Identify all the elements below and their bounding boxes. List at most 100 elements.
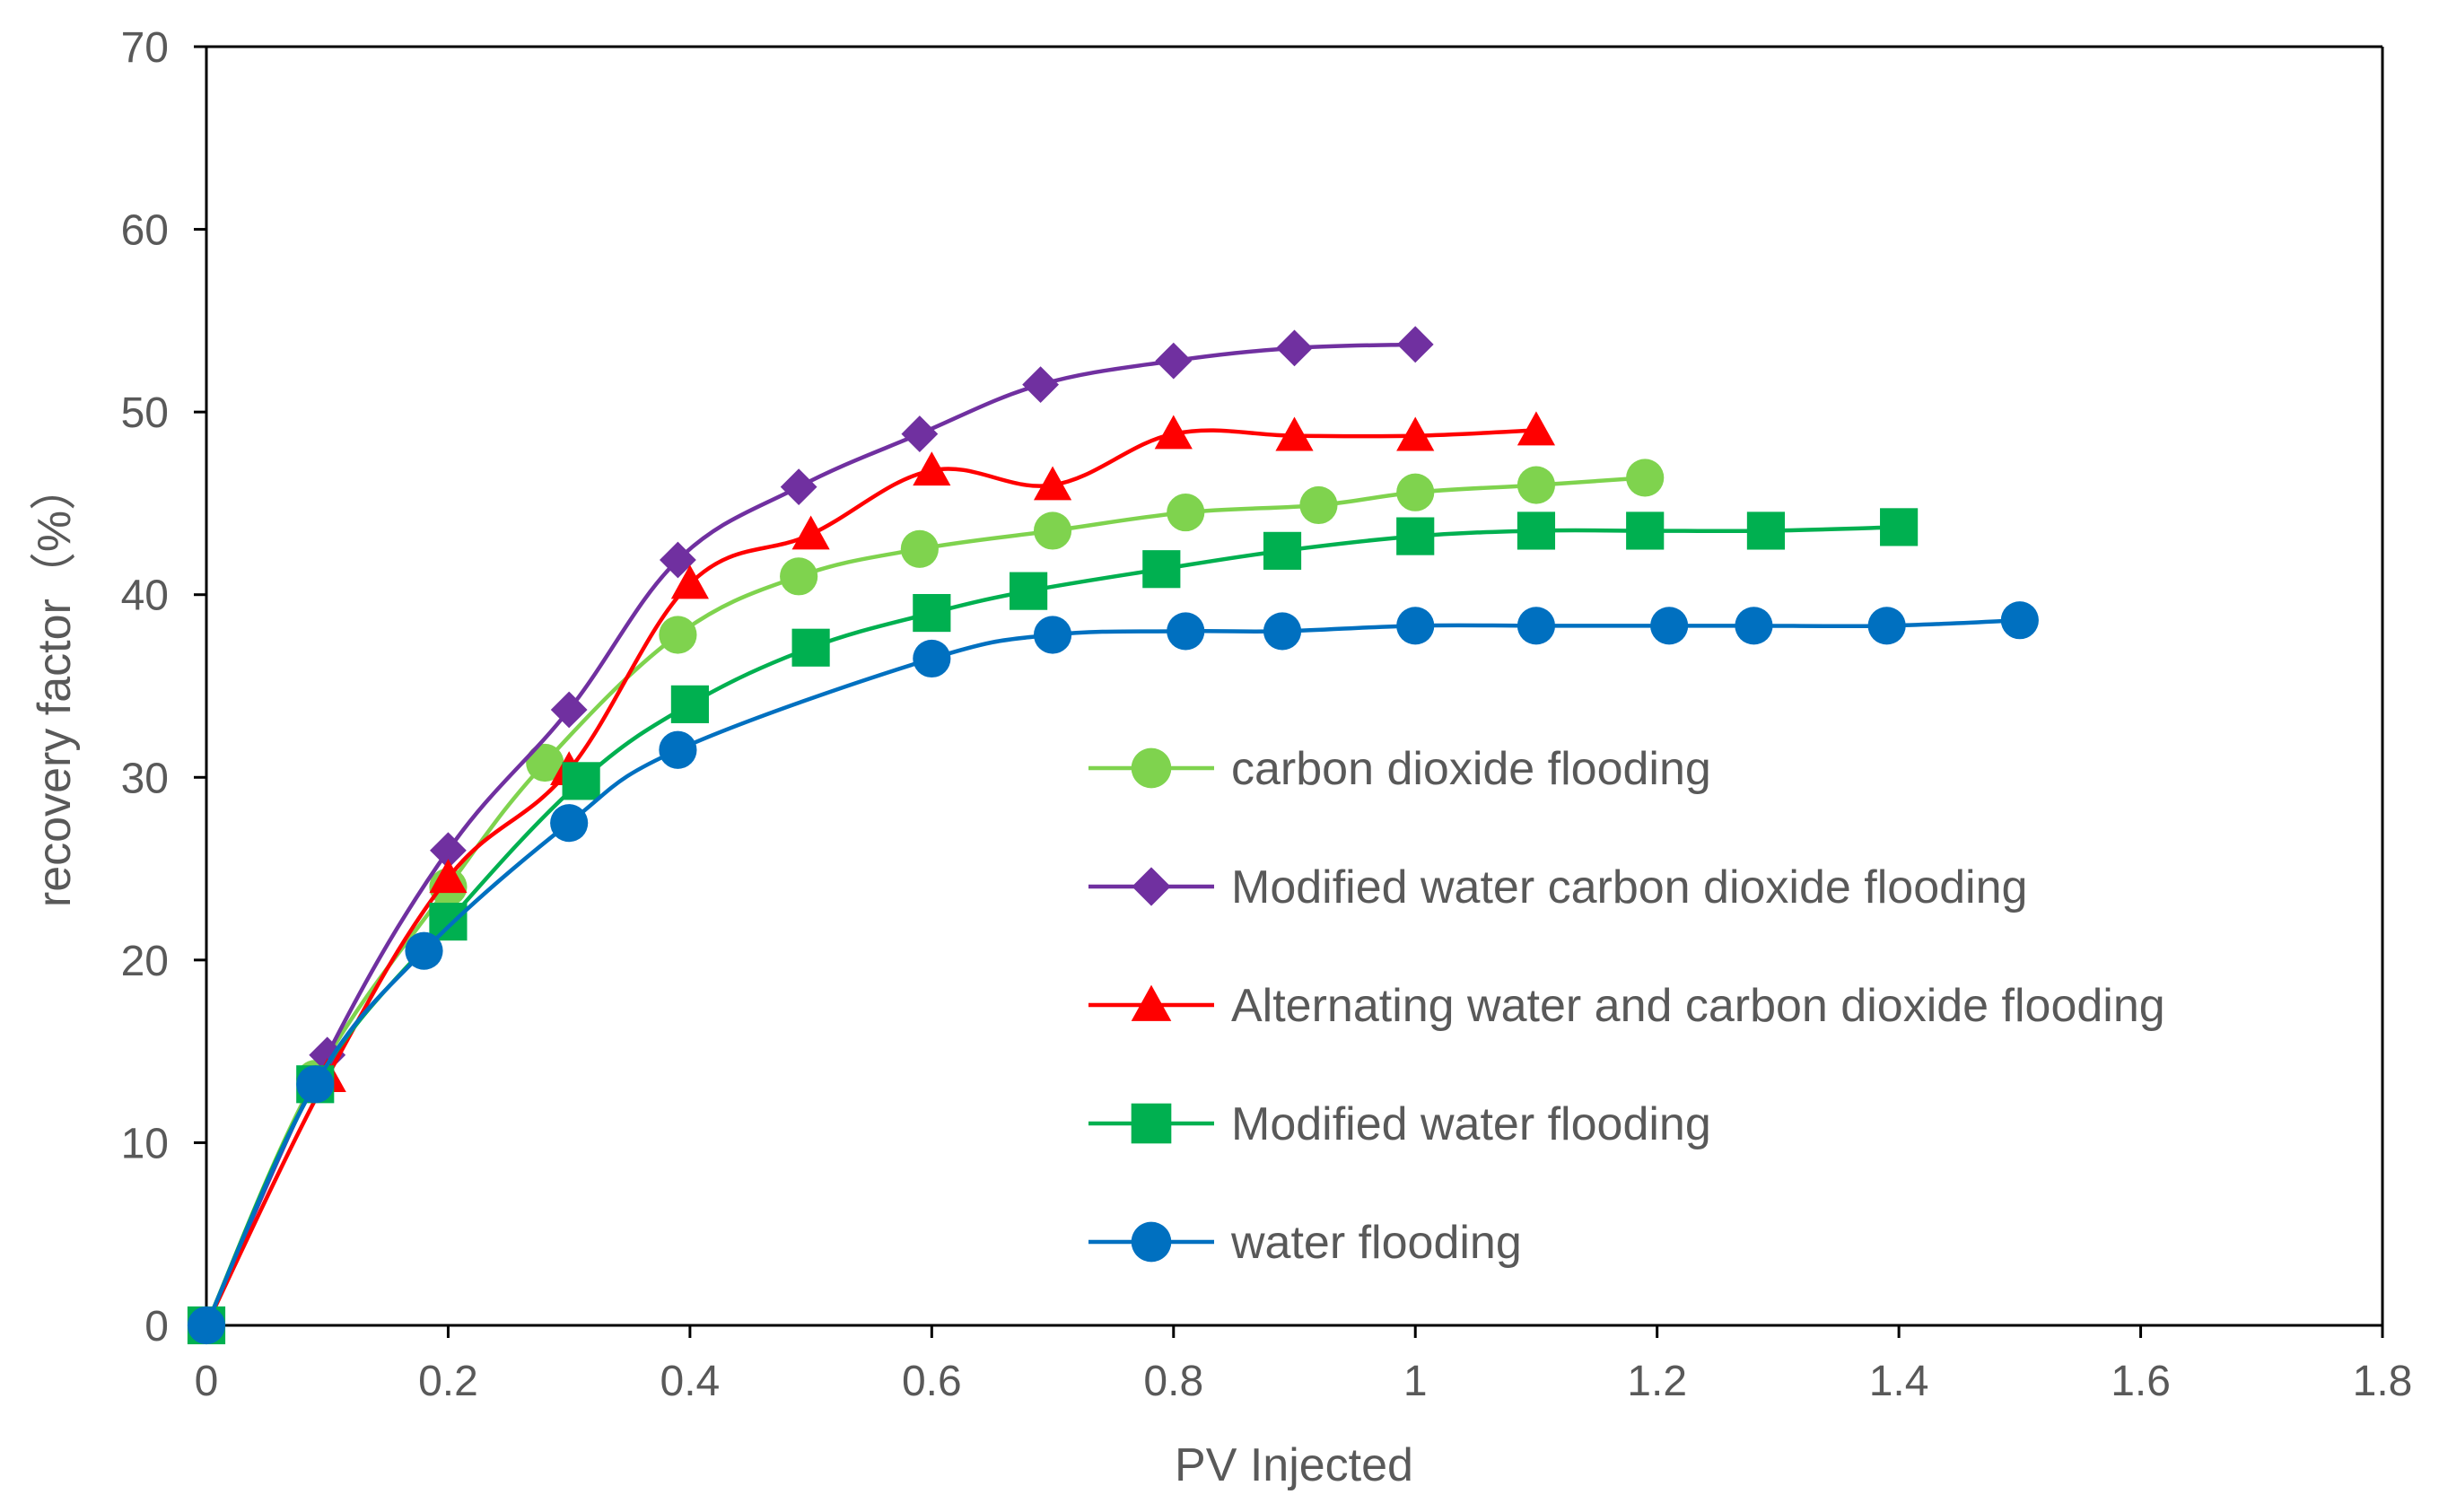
y-tick-label: 60 — [121, 207, 169, 255]
data-point — [1396, 326, 1434, 363]
data-point — [780, 557, 818, 596]
data-point — [791, 515, 830, 550]
x-tick-label: 0.8 — [1143, 1358, 1203, 1405]
data-point — [659, 616, 697, 654]
data-point — [670, 685, 709, 723]
legend-label: Modified water carbon dioxide flooding — [1231, 861, 2027, 913]
data-point — [1167, 612, 1205, 651]
x-tick-label: 1.6 — [2111, 1358, 2171, 1405]
data-point — [2000, 601, 2039, 640]
data-point — [1396, 607, 1435, 645]
data-point — [659, 730, 697, 769]
data-point — [1735, 607, 1773, 645]
series-water-flooding — [187, 601, 2039, 1345]
y-tick-label: 0 — [144, 1303, 169, 1350]
data-point — [900, 529, 939, 568]
series-alternating-water-and-carbon-dioxide-flooding — [187, 411, 1556, 1341]
series-layer — [187, 326, 2039, 1345]
data-point — [913, 639, 951, 678]
y-tick-label: 10 — [121, 1120, 169, 1167]
data-point — [1650, 607, 1689, 645]
legend-label: carbon dioxide flooding — [1231, 743, 1711, 795]
data-point — [405, 931, 443, 970]
data-point — [1022, 366, 1059, 404]
y-tick-label: 20 — [121, 938, 169, 985]
data-point — [1263, 612, 1302, 651]
legend-marker — [1131, 1103, 1172, 1144]
legend-item: carbon dioxide flooding — [1088, 743, 1711, 795]
data-point — [429, 859, 468, 894]
data-point — [1167, 494, 1205, 532]
data-point — [1517, 411, 1556, 446]
data-point — [1033, 466, 1072, 501]
legend-marker — [1131, 984, 1172, 1021]
data-point — [296, 1065, 335, 1104]
data-point — [187, 1306, 226, 1345]
data-point — [1746, 511, 1785, 550]
data-point — [1626, 459, 1665, 497]
data-point — [1155, 342, 1193, 380]
y-axis-title: recovery factor（%） — [29, 464, 81, 907]
y-tick-label: 40 — [121, 572, 169, 620]
data-point — [1396, 517, 1435, 555]
data-point — [1275, 416, 1314, 451]
x-tick-label: 1.4 — [1869, 1358, 1929, 1405]
legend-item: water flooding — [1088, 1217, 1522, 1269]
data-point — [1867, 607, 1906, 645]
data-point — [780, 468, 817, 506]
data-point — [550, 804, 589, 843]
data-point — [913, 593, 951, 633]
data-point — [562, 762, 600, 800]
x-tick-label: 1 — [1403, 1358, 1428, 1405]
legend-label: water flooding — [1230, 1217, 1522, 1269]
data-point — [1517, 466, 1556, 504]
legend-marker — [1132, 867, 1171, 906]
legend: carbon dioxide flooding Modified water ca… — [1088, 743, 2165, 1269]
data-point — [550, 691, 588, 729]
y-tick-label: 50 — [121, 389, 169, 437]
legend-label: Alternating water and carbon dioxide flo… — [1231, 980, 2165, 1032]
data-point — [1263, 531, 1302, 570]
y-tick-label: 30 — [121, 755, 169, 802]
x-tick-label: 0.6 — [902, 1358, 962, 1405]
data-point — [901, 415, 939, 452]
data-point — [1517, 607, 1556, 645]
data-point — [1880, 508, 1919, 546]
data-point — [526, 743, 564, 782]
x-tick-label: 0 — [195, 1358, 219, 1405]
plot-area-frame — [205, 45, 2384, 1327]
y-tick-label: 70 — [121, 24, 169, 72]
x-axis-ticks: 0 0.2 0.4 0.6 0.8 1 1.2 1.4 1.6 1.8 — [195, 1325, 2413, 1405]
data-point — [1276, 329, 1313, 367]
data-point — [1517, 511, 1556, 550]
legend-label: Modified water flooding — [1231, 1098, 1711, 1150]
data-point — [1142, 550, 1181, 589]
y-axis-ticks: 0 10 20 30 40 50 60 70 — [121, 24, 206, 1350]
data-point — [1154, 415, 1193, 450]
data-point — [791, 628, 830, 667]
legend-item: Alternating water and carbon dioxide flo… — [1088, 980, 2165, 1032]
data-point — [1299, 485, 1338, 525]
data-point — [430, 832, 467, 870]
data-point — [660, 541, 696, 579]
data-point — [670, 564, 709, 599]
data-point — [1033, 616, 1072, 654]
legend-marker — [1131, 1221, 1172, 1263]
legend-item: Modified water carbon dioxide flooding — [1088, 861, 2027, 913]
x-tick-label: 1.8 — [2353, 1358, 2413, 1405]
data-point — [1396, 473, 1435, 511]
x-tick-label: 0.4 — [660, 1358, 721, 1405]
x-tick-label: 0.2 — [418, 1358, 478, 1405]
data-point — [1033, 511, 1072, 550]
x-tick-label: 1.2 — [1627, 1358, 1687, 1405]
data-point — [309, 1036, 346, 1074]
data-point — [1396, 416, 1435, 451]
data-point — [1010, 572, 1048, 610]
x-axis-title: PV Injected — [1175, 1439, 1413, 1491]
data-point — [1626, 511, 1665, 550]
data-point — [913, 451, 951, 486]
legend-marker — [1131, 747, 1172, 789]
legend-item: Modified water flooding — [1088, 1098, 1711, 1150]
